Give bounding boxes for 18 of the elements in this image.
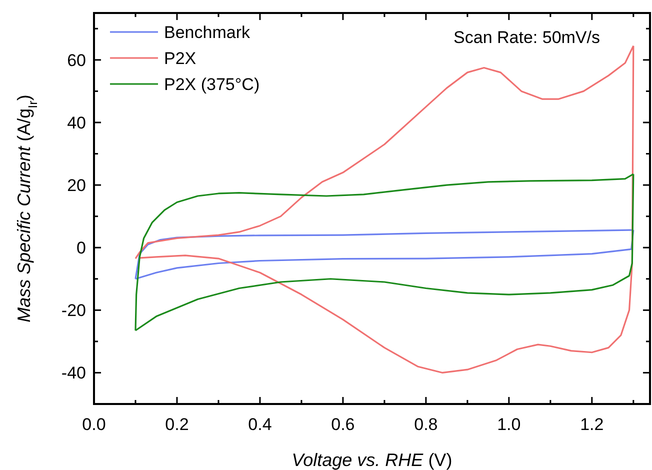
x-axis-title: Voltage vs. RHE (V) — [292, 450, 452, 470]
x-tick-label: 0.8 — [414, 415, 438, 434]
x-tick-label: 0.6 — [331, 415, 355, 434]
y-tick-label: 20 — [67, 176, 86, 195]
legend-label: P2X (375°C) — [164, 74, 260, 94]
annotation: Scan Rate: 50mV/s — [454, 28, 600, 47]
y-tick-label: -20 — [61, 301, 86, 320]
y-tick-label: 60 — [67, 50, 86, 70]
y-tick-label: 40 — [67, 113, 86, 132]
x-tick-label: 1.2 — [580, 415, 604, 434]
legend-label: Benchmark — [164, 22, 250, 42]
y-tick-label: 0 — [76, 238, 86, 258]
x-tick-label: 0.0 — [82, 415, 106, 434]
legend-label: P2X — [164, 48, 196, 68]
x-tick-label: 1.0 — [497, 415, 521, 434]
x-tick-label: 0.4 — [248, 415, 272, 434]
x-tick-label: 0.2 — [165, 415, 189, 434]
y-tick-label: -40 — [61, 364, 86, 383]
